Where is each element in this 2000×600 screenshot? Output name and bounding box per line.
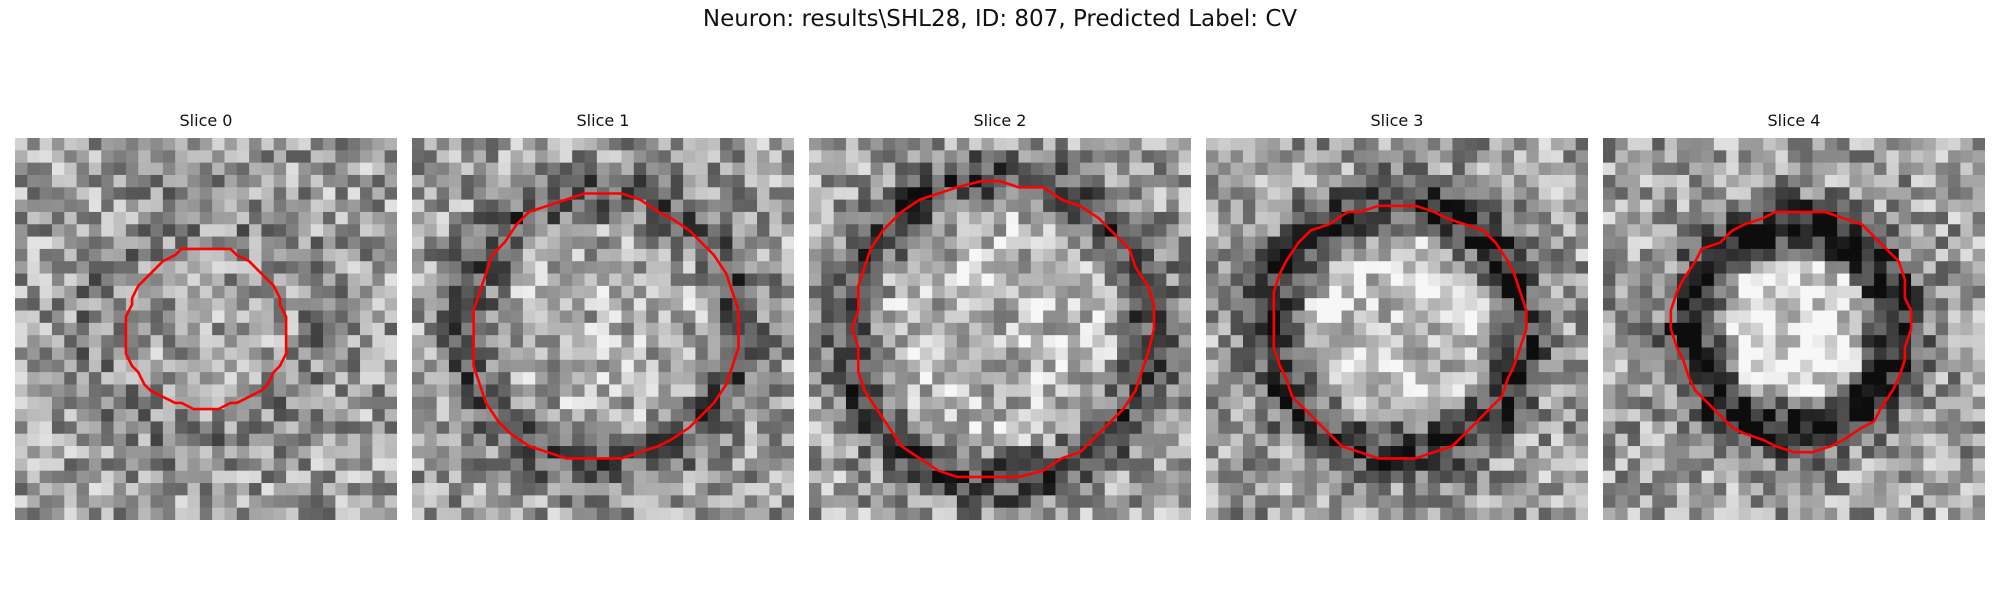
slice-panel-1: Slice 1 — [412, 108, 794, 520]
contour-outline — [1272, 204, 1528, 460]
pixel-grid — [15, 138, 397, 520]
slice-image-1 — [412, 138, 794, 520]
pixel-grid — [1603, 138, 1985, 520]
slice-panel-3: Slice 3 — [1206, 108, 1588, 520]
slice-title: Slice 1 — [576, 111, 630, 130]
contour-outline — [472, 192, 740, 460]
slice-image-2 — [809, 138, 1191, 520]
slice-title: Slice 0 — [179, 111, 233, 130]
pixel-grid — [809, 138, 1191, 520]
slice-image-4 — [1603, 138, 1985, 520]
slice-image-3 — [1206, 138, 1588, 520]
contour-outline — [124, 247, 288, 411]
slice-panel-4: Slice 4 — [1603, 108, 1985, 520]
pixel-grid — [1206, 138, 1588, 520]
slice-panel-2: Slice 2 — [809, 108, 1191, 520]
contour-outline — [850, 179, 1156, 479]
slice-title: Slice 4 — [1767, 111, 1821, 130]
slice-title: Slice 3 — [1370, 111, 1424, 130]
slice-image-0 — [15, 138, 397, 520]
figure-title: Neuron: results\SHL28, ID: 807, Predicte… — [702, 6, 1298, 32]
contour-outline — [1669, 210, 1913, 454]
slice-panel-0: Slice 0 — [15, 108, 397, 520]
slice-title: Slice 2 — [973, 111, 1027, 130]
pixel-grid — [412, 138, 794, 520]
